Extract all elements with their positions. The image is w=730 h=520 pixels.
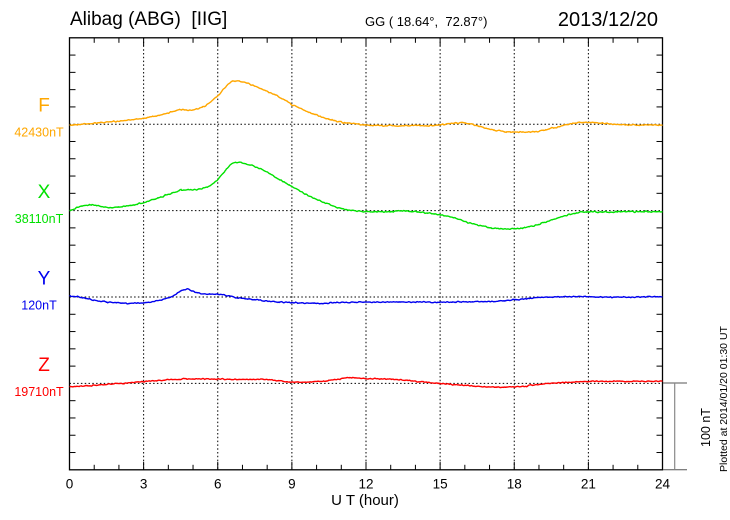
- svg-text:21: 21: [581, 476, 596, 491]
- svg-text:6: 6: [214, 476, 222, 491]
- svg-text:X: X: [38, 182, 51, 203]
- svg-text:0: 0: [66, 476, 74, 491]
- svg-text:3: 3: [140, 476, 148, 491]
- svg-text:15: 15: [433, 476, 448, 491]
- svg-text:19710nT: 19710nT: [14, 385, 64, 399]
- svg-text:18: 18: [507, 476, 522, 491]
- svg-text:Z: Z: [38, 355, 50, 376]
- svg-text:24: 24: [655, 476, 671, 491]
- svg-text:Alibag (ABG) [IIG]: Alibag (ABG) [IIG]: [70, 9, 227, 30]
- svg-text:12: 12: [358, 476, 373, 491]
- svg-text:42430nT: 42430nT: [14, 126, 64, 140]
- svg-text:38110nT: 38110nT: [15, 212, 64, 226]
- svg-text:120nT: 120nT: [21, 299, 57, 313]
- svg-text:2013/12/20: 2013/12/20: [558, 9, 658, 31]
- svg-text:Y: Y: [38, 269, 51, 290]
- svg-text:9: 9: [288, 476, 296, 491]
- svg-text:U T (hour): U T (hour): [331, 492, 399, 509]
- svg-text:GG ( 18.64°, 72.87°): GG ( 18.64°, 72.87°): [365, 14, 487, 29]
- svg-text:F: F: [38, 96, 50, 117]
